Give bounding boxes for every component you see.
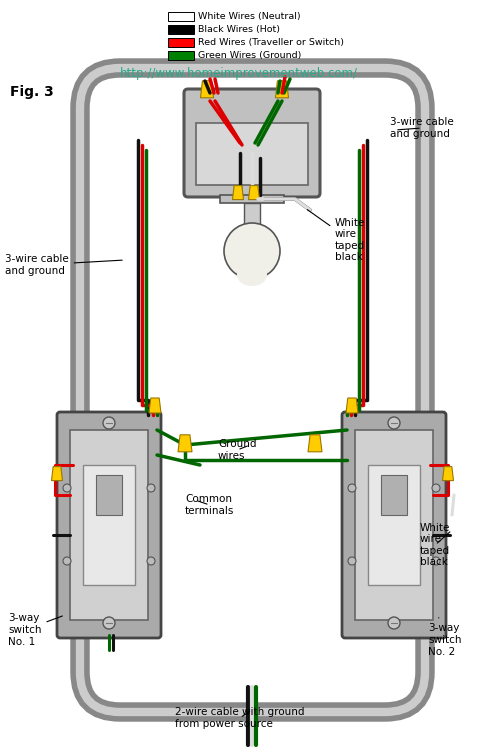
Circle shape <box>348 484 356 492</box>
Polygon shape <box>52 466 62 481</box>
Circle shape <box>348 557 356 565</box>
Text: Ground
wires: Ground wires <box>218 440 256 460</box>
Bar <box>220 195 284 203</box>
Polygon shape <box>200 81 213 98</box>
Circle shape <box>147 484 155 492</box>
Circle shape <box>147 557 155 565</box>
Bar <box>244 203 260 225</box>
Bar <box>168 25 194 34</box>
Text: Green Wires (Ground): Green Wires (Ground) <box>198 51 302 60</box>
Text: 2-wire cable with ground
from power source: 2-wire cable with ground from power sour… <box>175 707 304 729</box>
Polygon shape <box>442 466 454 481</box>
Text: Black Wires (Hot): Black Wires (Hot) <box>198 25 280 34</box>
Ellipse shape <box>237 264 267 286</box>
FancyBboxPatch shape <box>57 412 161 638</box>
Bar <box>83 465 135 585</box>
Bar <box>381 475 407 515</box>
Text: White
wire
taped
black: White wire taped black <box>308 209 366 262</box>
Text: http://www.homeimprovementweb.com/: http://www.homeimprovementweb.com/ <box>120 67 358 80</box>
Polygon shape <box>346 398 358 413</box>
Circle shape <box>63 557 71 565</box>
Polygon shape <box>308 435 322 451</box>
Text: White
wire
taped
black: White wire taped black <box>420 523 450 568</box>
Text: Common
terminals: Common terminals <box>185 494 234 516</box>
Bar <box>168 51 194 60</box>
Text: Fig. 3: Fig. 3 <box>10 85 54 99</box>
Text: White Wires (Neutral): White Wires (Neutral) <box>198 12 300 21</box>
Polygon shape <box>276 81 288 98</box>
Circle shape <box>63 484 71 492</box>
Text: 3-way
switch
No. 1: 3-way switch No. 1 <box>8 614 62 646</box>
Text: 3-wire cable
and ground: 3-wire cable and ground <box>5 254 122 276</box>
Polygon shape <box>232 185 243 200</box>
Text: 3-wire cable
and ground: 3-wire cable and ground <box>390 117 454 139</box>
Bar <box>355 430 433 620</box>
Polygon shape <box>178 435 192 451</box>
Bar <box>368 465 420 585</box>
FancyBboxPatch shape <box>342 412 446 638</box>
Polygon shape <box>149 398 161 413</box>
Circle shape <box>103 617 115 629</box>
Circle shape <box>388 617 400 629</box>
Circle shape <box>224 223 280 279</box>
Circle shape <box>388 417 400 429</box>
Text: Red Wires (Traveller or Switch): Red Wires (Traveller or Switch) <box>198 38 344 47</box>
Circle shape <box>432 557 440 565</box>
Circle shape <box>103 417 115 429</box>
Bar <box>168 38 194 47</box>
Bar <box>168 12 194 21</box>
Bar <box>70 430 148 620</box>
Polygon shape <box>248 185 260 200</box>
Bar <box>96 475 122 515</box>
Circle shape <box>432 484 440 492</box>
Text: 3-way
switch
No. 2: 3-way switch No. 2 <box>428 618 462 656</box>
Bar <box>196 123 308 185</box>
FancyBboxPatch shape <box>184 89 320 197</box>
